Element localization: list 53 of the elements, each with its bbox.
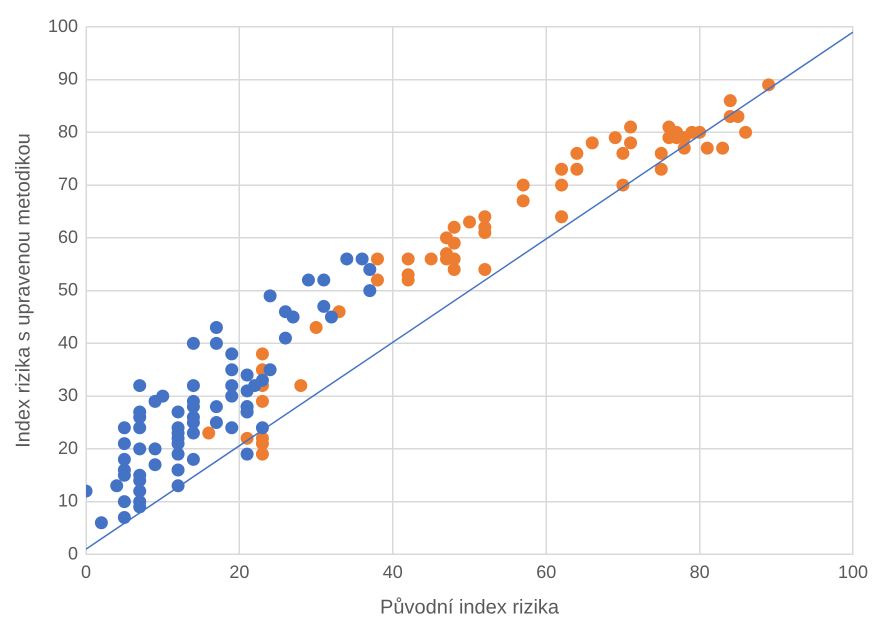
point — [310, 321, 323, 334]
y-tick-label: 20 — [58, 438, 78, 458]
point — [624, 120, 638, 134]
point — [424, 252, 438, 266]
y-tick-label: 30 — [58, 385, 78, 406]
point — [294, 379, 308, 392]
point — [739, 126, 752, 139]
point — [654, 146, 668, 160]
y-tick-label: 100 — [48, 16, 78, 36]
point — [448, 262, 461, 276]
point — [570, 146, 584, 160]
point — [256, 448, 269, 461]
x-tick-label: 100 — [838, 562, 868, 582]
point — [608, 131, 622, 144]
point — [256, 347, 269, 360]
point — [448, 236, 461, 250]
point — [624, 136, 638, 150]
point — [256, 394, 269, 408]
y-tick-label: 80 — [58, 121, 78, 142]
x-tick-label: 20 — [229, 562, 250, 582]
y-tick-label: 40 — [58, 332, 78, 352]
point — [570, 162, 584, 176]
point — [555, 210, 568, 224]
point — [370, 252, 384, 266]
x-tick-label: 0 — [81, 562, 92, 582]
point — [370, 274, 384, 287]
y-tick-label: 10 — [58, 490, 78, 511]
point — [555, 162, 568, 176]
point — [202, 426, 216, 440]
x-tick-label: 40 — [382, 562, 403, 582]
point — [700, 142, 714, 155]
x-axis-title: Původní index rizika — [380, 596, 560, 619]
point — [478, 210, 492, 224]
y-axis-title: Index rizika s upravenou metodikou — [12, 133, 35, 448]
point — [724, 94, 737, 108]
point — [516, 178, 530, 192]
point — [654, 162, 668, 176]
y-tick-label: 50 — [58, 280, 78, 300]
point — [616, 146, 630, 160]
point — [448, 220, 461, 234]
y-tick-label: 0 — [68, 543, 78, 564]
point — [555, 178, 568, 192]
y-tick-label: 90 — [58, 68, 78, 89]
point — [516, 194, 530, 208]
point — [478, 262, 492, 276]
x-tick-label: 80 — [690, 562, 710, 582]
point — [402, 252, 415, 266]
y-tick-label: 70 — [58, 174, 78, 194]
point — [463, 216, 476, 229]
x-tick-label: 60 — [536, 562, 556, 582]
point — [716, 142, 730, 155]
y-tick-label: 60 — [58, 226, 78, 247]
point — [586, 136, 599, 150]
